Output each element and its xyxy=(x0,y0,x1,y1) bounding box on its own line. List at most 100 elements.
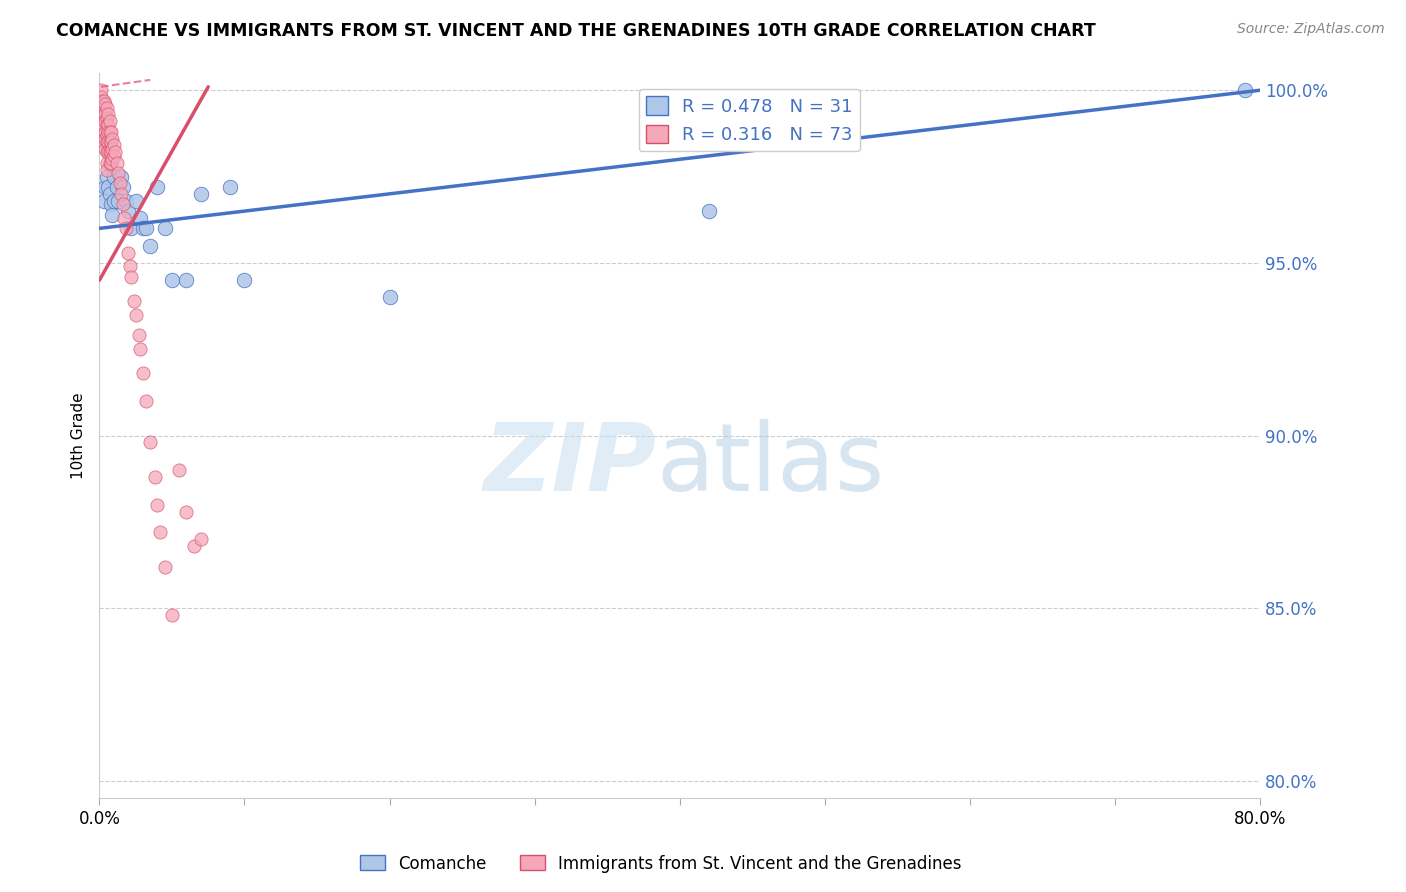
Point xyxy=(94,107,117,121)
Point xyxy=(94,180,117,194)
Point xyxy=(96,135,118,149)
Point xyxy=(93,128,115,142)
Point xyxy=(94,97,117,112)
Legend: R = 0.478   N = 31, R = 0.316   N = 73: R = 0.478 N = 31, R = 0.316 N = 73 xyxy=(638,89,860,152)
Point xyxy=(96,169,118,184)
Point xyxy=(103,194,125,208)
Point xyxy=(100,197,122,211)
Point xyxy=(101,153,124,167)
Point xyxy=(111,180,134,194)
Point xyxy=(90,90,112,104)
Point xyxy=(128,328,150,343)
Point xyxy=(100,155,122,169)
Point xyxy=(125,194,148,208)
Point xyxy=(97,180,120,194)
Point xyxy=(100,145,122,160)
Point xyxy=(153,559,176,574)
Point xyxy=(98,135,121,149)
Point xyxy=(378,290,401,304)
Point xyxy=(114,221,136,235)
Point xyxy=(135,221,157,235)
Point xyxy=(96,118,118,132)
Point xyxy=(96,128,118,142)
Point xyxy=(135,394,157,409)
Point xyxy=(233,273,256,287)
Point xyxy=(96,101,118,115)
Point xyxy=(98,125,121,139)
Point xyxy=(98,155,121,169)
Text: ZIP: ZIP xyxy=(484,418,657,510)
Point xyxy=(100,125,122,139)
Point xyxy=(94,125,117,139)
Point xyxy=(101,131,124,145)
Point xyxy=(139,435,162,450)
Point xyxy=(100,135,122,149)
Point xyxy=(129,343,152,357)
Point xyxy=(153,221,176,235)
Point xyxy=(183,539,205,553)
Point xyxy=(111,197,134,211)
Point xyxy=(1234,83,1257,97)
Point xyxy=(117,245,139,260)
Point xyxy=(110,186,132,201)
Point xyxy=(96,145,118,160)
Point xyxy=(103,138,125,153)
Point xyxy=(103,169,125,184)
Point xyxy=(107,166,129,180)
Point xyxy=(90,83,112,97)
Point xyxy=(93,94,115,108)
Point xyxy=(101,208,124,222)
Point xyxy=(129,211,152,225)
Point xyxy=(90,97,112,112)
Point xyxy=(97,145,120,160)
Point xyxy=(122,293,145,308)
Point xyxy=(98,114,121,128)
Point xyxy=(167,463,190,477)
Point xyxy=(190,532,212,546)
Y-axis label: 10th Grade: 10th Grade xyxy=(72,392,86,479)
Point xyxy=(114,194,136,208)
Point xyxy=(97,135,120,149)
Point xyxy=(132,221,155,235)
Point xyxy=(103,149,125,163)
Point xyxy=(160,273,183,287)
Point xyxy=(112,211,135,225)
Point xyxy=(98,145,121,160)
Point xyxy=(176,273,198,287)
Point xyxy=(107,194,129,208)
Point xyxy=(149,525,172,540)
Point xyxy=(93,107,115,121)
Point xyxy=(105,180,128,194)
Point xyxy=(139,238,162,252)
Point xyxy=(143,470,166,484)
Point xyxy=(94,131,117,145)
Point xyxy=(125,308,148,322)
Point xyxy=(96,162,118,177)
Point xyxy=(120,221,142,235)
Point xyxy=(97,107,120,121)
Point xyxy=(91,94,114,108)
Point xyxy=(146,498,169,512)
Point xyxy=(105,155,128,169)
Point xyxy=(118,260,141,274)
Point xyxy=(104,145,127,160)
Point xyxy=(93,194,115,208)
Point xyxy=(93,135,115,149)
Point xyxy=(93,118,115,132)
Text: Source: ZipAtlas.com: Source: ZipAtlas.com xyxy=(1237,22,1385,37)
Point xyxy=(110,169,132,184)
Point xyxy=(91,101,114,115)
Point xyxy=(91,107,114,121)
Point xyxy=(94,142,117,156)
Point xyxy=(96,155,118,169)
Point xyxy=(160,608,183,623)
Point xyxy=(101,142,124,156)
Point xyxy=(219,180,242,194)
Point xyxy=(96,111,118,125)
Point xyxy=(146,180,169,194)
Point xyxy=(176,504,198,518)
Point xyxy=(93,101,115,115)
Point xyxy=(108,177,131,191)
Text: atlas: atlas xyxy=(657,418,884,510)
Text: COMANCHE VS IMMIGRANTS FROM ST. VINCENT AND THE GRENADINES 10TH GRADE CORRELATIO: COMANCHE VS IMMIGRANTS FROM ST. VINCENT … xyxy=(56,22,1097,40)
